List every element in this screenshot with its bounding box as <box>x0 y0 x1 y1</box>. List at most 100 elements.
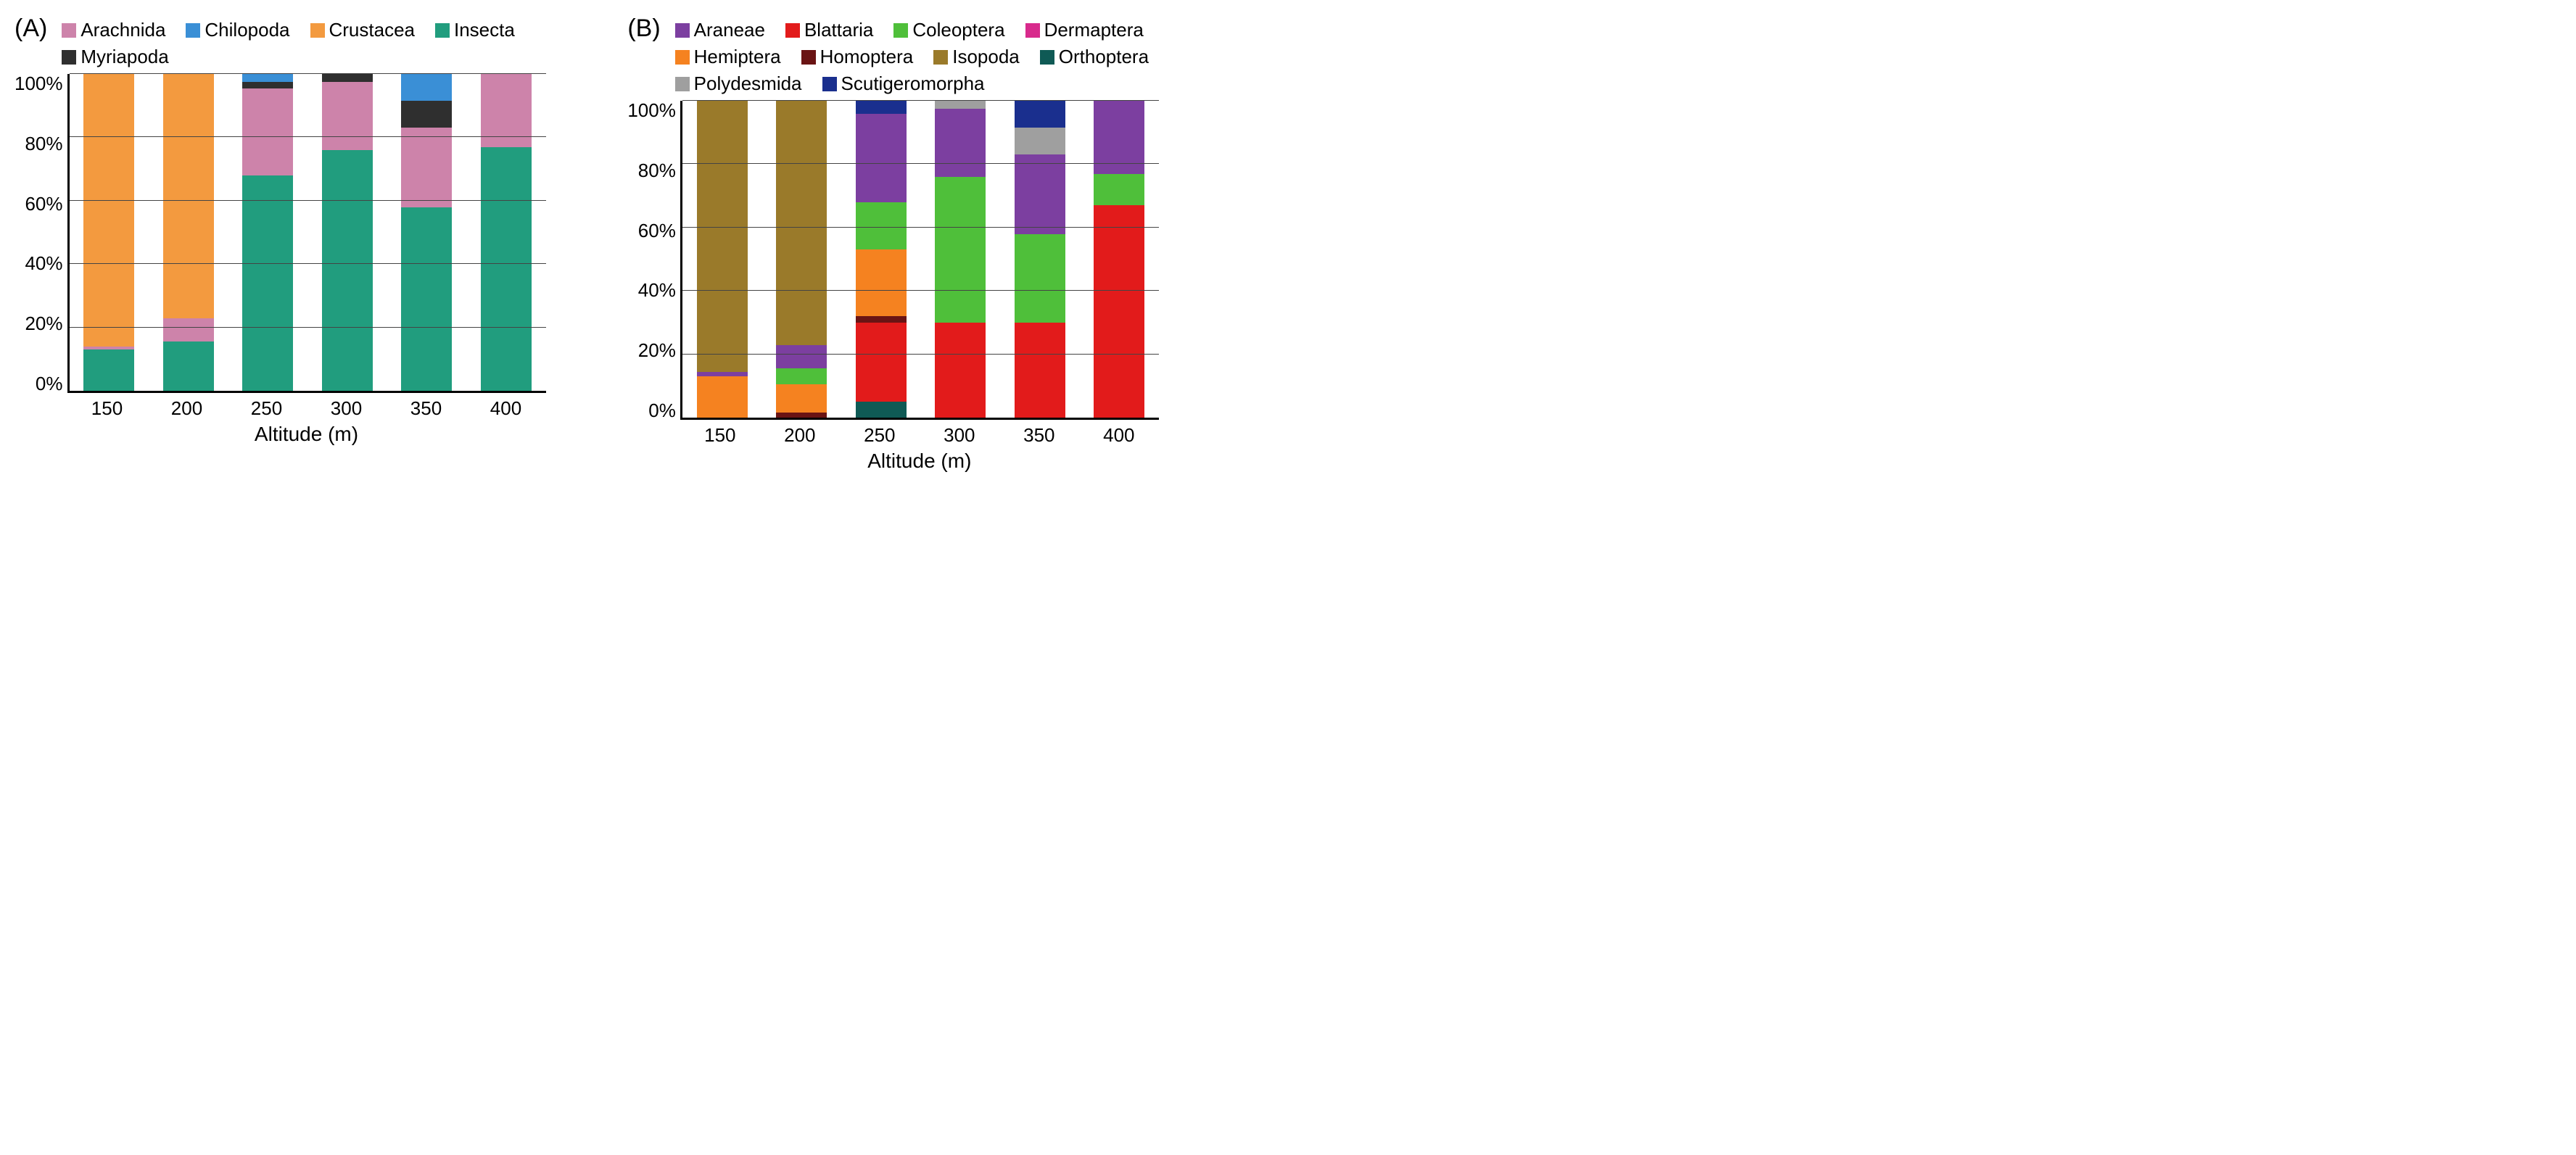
y-tick-label: 20% <box>25 314 62 333</box>
bar-segment <box>163 341 214 391</box>
bar-segment <box>935 323 986 418</box>
x-tick-label: 250 <box>854 424 905 447</box>
bar-segment <box>856 202 907 250</box>
bar-segment <box>83 349 134 391</box>
panel-a: (A) ArachnidaChilopodaCrustaceaInsectaMy… <box>15 15 584 446</box>
x-tick-label: 300 <box>934 424 985 447</box>
bar-segment <box>856 323 907 402</box>
panel-b-legend: Araneae Blattaria Coleoptera Dermaptera Hemi… <box>675 15 1197 95</box>
bar-segment <box>242 175 293 391</box>
legend-label: Myriapoda <box>80 46 168 68</box>
panel-b-header: (B) Araneae Blattaria Coleoptera Dermaptera… <box>627 15 1197 95</box>
bar-segment <box>776 413 827 418</box>
y-tick-label: 40% <box>25 254 62 273</box>
bar-segment <box>935 101 986 109</box>
legend-label: Arachnida <box>80 19 165 41</box>
x-tick-label: 300 <box>321 397 372 420</box>
gridline <box>70 73 546 74</box>
bar-segment <box>401 74 452 101</box>
x-tick-label: 200 <box>162 397 212 420</box>
bar-segment <box>1094 205 1144 418</box>
panel-a-chart: 100%80%60%40%20%0% 150200250300350400 Al… <box>15 74 584 446</box>
panel-b-chart: 100%80%60%40%20%0% 150200250300350400 Al… <box>627 101 1197 473</box>
legend-item: Polydesmida <box>675 73 802 95</box>
bar-segment <box>776 384 827 413</box>
panel-a-x-axis: 150200250300350400 <box>67 397 546 420</box>
panel-b-bars <box>682 101 1159 418</box>
panel-b-label: (B) <box>627 15 660 43</box>
x-tick-label: 350 <box>1014 424 1065 447</box>
y-tick-label: 100% <box>627 101 676 120</box>
legend-item: Dermaptera <box>1025 19 1144 41</box>
bar-segment <box>1094 174 1144 206</box>
panel-a-header: (A) ArachnidaChilopodaCrustaceaInsectaMy… <box>15 15 584 68</box>
panel-b-plot-area <box>680 101 1159 420</box>
bar <box>481 74 532 391</box>
bar-segment <box>322 74 373 82</box>
x-tick-label: 400 <box>481 397 532 420</box>
legend-item: Araneae <box>675 19 765 41</box>
bar-segment <box>242 88 293 175</box>
y-tick-label: 20% <box>638 341 676 360</box>
panel-b-y-axis: 100%80%60%40%20%0% <box>627 101 680 420</box>
gridline <box>682 227 1159 228</box>
y-tick-label: 80% <box>25 134 62 153</box>
gridline <box>682 354 1159 355</box>
y-tick-label: 100% <box>15 74 63 93</box>
legend-item: Crustacea <box>310 19 416 41</box>
legend-label: Blattaria <box>804 19 873 41</box>
legend-item: Arachnida <box>62 19 165 41</box>
bar-segment <box>401 207 452 391</box>
gridline <box>70 200 546 201</box>
panel-a-label: (A) <box>15 15 47 43</box>
bar-segment <box>1015 323 1065 418</box>
legend-swatch <box>435 23 450 38</box>
bar-segment <box>856 114 907 202</box>
x-tick-label: 200 <box>775 424 825 447</box>
panel-a-x-label: Altitude (m) <box>67 423 546 446</box>
x-tick-label: 150 <box>695 424 746 447</box>
legend-item: Insecta <box>435 19 515 41</box>
legend-swatch <box>801 50 816 65</box>
legend-swatch <box>822 77 837 91</box>
y-tick-label: 0% <box>36 374 63 393</box>
x-tick-label: 150 <box>82 397 133 420</box>
bar-segment <box>856 249 907 316</box>
bar-segment <box>163 74 214 318</box>
bar-segment <box>481 147 532 391</box>
panel-a-plot-area <box>67 74 546 393</box>
legend-swatch <box>186 23 200 38</box>
legend-swatch <box>933 50 948 65</box>
legend-swatch <box>62 23 76 38</box>
panel-b: (B) Araneae Blattaria Coleoptera Dermaptera… <box>627 15 1197 473</box>
gridline <box>70 327 546 328</box>
legend-swatch <box>893 23 908 38</box>
legend-label: Coleoptera <box>912 19 1004 41</box>
legend-item: Hemiptera <box>675 46 781 68</box>
gridline <box>682 163 1159 164</box>
legend-label: Isopoda <box>952 46 1020 68</box>
y-tick-label: 60% <box>638 221 676 240</box>
gridline <box>70 263 546 264</box>
legend-swatch <box>62 50 76 65</box>
legend-label: Scutigeromorpha <box>841 73 985 95</box>
panel-b-x-label: Altitude (m) <box>680 450 1159 473</box>
bar <box>1015 101 1065 418</box>
bar-segment <box>935 109 986 177</box>
bar-segment <box>856 316 907 323</box>
legend-item: Isopoda <box>933 46 1020 68</box>
bar-segment <box>697 376 748 418</box>
bar <box>322 74 373 391</box>
bar-segment <box>935 177 986 323</box>
panel-a-y-axis: 100%80%60%40%20%0% <box>15 74 67 393</box>
panel-b-x-axis: 150200250300350400 <box>680 424 1159 447</box>
legend-swatch <box>675 77 690 91</box>
x-tick-label: 350 <box>401 397 452 420</box>
bar-segment <box>856 402 907 418</box>
legend-swatch <box>785 23 800 38</box>
figure-row: (A) ArachnidaChilopodaCrustaceaInsectaMy… <box>15 15 2561 473</box>
bar-segment <box>322 82 373 150</box>
legend-label: Hemiptera <box>694 46 781 68</box>
panel-a-bars <box>70 74 546 391</box>
legend-label: Araneae <box>694 19 765 41</box>
